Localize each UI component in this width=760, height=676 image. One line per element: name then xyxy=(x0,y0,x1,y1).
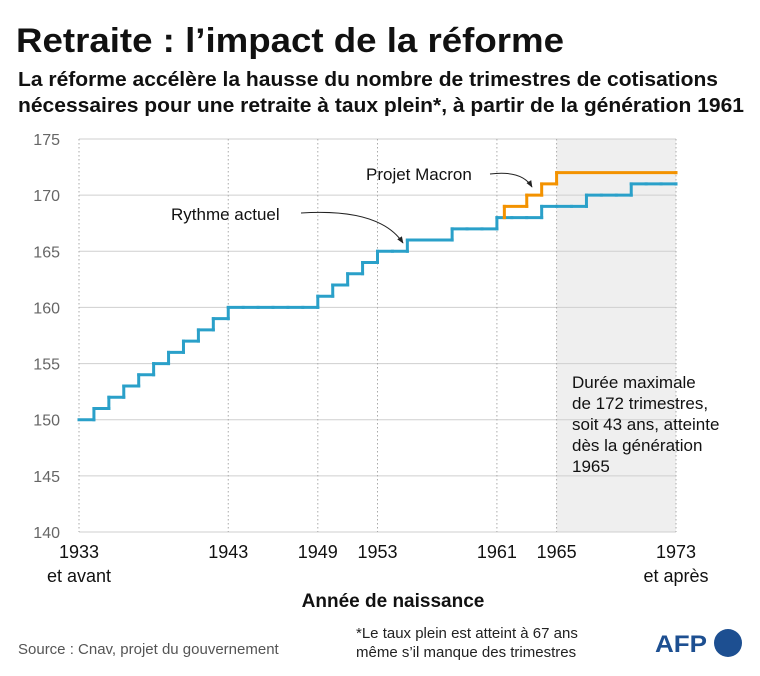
series-label: Projet Macron xyxy=(366,165,472,184)
y-tick-label: 140 xyxy=(33,525,60,542)
annotation-arrow xyxy=(489,172,533,188)
y-tick-label: 165 xyxy=(33,244,60,261)
x-tick-label: 1961 xyxy=(477,542,517,562)
annotation-arrow xyxy=(300,211,404,244)
annotation: Durée maximale xyxy=(572,373,696,392)
annotation: de 172 trimestres, xyxy=(572,394,708,413)
x-tick-label: 1949 xyxy=(298,542,338,562)
x-tick-note: et avant xyxy=(47,566,111,586)
x-tick-label: 1953 xyxy=(357,542,397,562)
logo-circle xyxy=(714,629,742,657)
highlight-band xyxy=(556,139,676,532)
series-label: Rythme actuel xyxy=(171,205,280,224)
footnote: même s’il manque des trimestres xyxy=(356,644,576,661)
logo: AFP xyxy=(655,631,707,658)
chart-subtitle: La réforme accélère la hausse du nombre … xyxy=(18,69,718,91)
y-tick-label: 150 xyxy=(33,413,60,430)
x-tick-label: 1973 xyxy=(656,542,696,562)
plot-area: 140 145 150 155 160 165 170 175 1933 et avant 1943… xyxy=(33,132,719,586)
y-tick-label: 145 xyxy=(33,469,60,486)
y-tick-label: 170 xyxy=(33,188,60,205)
x-tick-label: 1933 xyxy=(59,542,99,562)
footnote: *Le taux plein est atteint à 67 ans xyxy=(356,625,578,642)
annotation: soit 43 ans, atteinte xyxy=(572,415,719,434)
chart-subtitle: nécessaires pour une retraite à taux ple… xyxy=(18,95,744,117)
annotation: dès la génération xyxy=(572,436,702,455)
x-tick-note: et après xyxy=(643,566,708,586)
y-tick-label: 155 xyxy=(33,357,60,374)
x-tick-label: 1943 xyxy=(208,542,248,562)
y-tick-label: 160 xyxy=(33,300,60,317)
source: Source : Cnav, projet du gouvernement xyxy=(18,641,280,658)
y-tick-label: 175 xyxy=(33,132,60,149)
chart-title: Retraite : l’impact de la réforme xyxy=(16,22,564,60)
x-tick-label: 1965 xyxy=(537,542,577,562)
annotation: 1965 xyxy=(572,457,610,476)
x-axis-label: Année de naissance xyxy=(302,591,485,612)
